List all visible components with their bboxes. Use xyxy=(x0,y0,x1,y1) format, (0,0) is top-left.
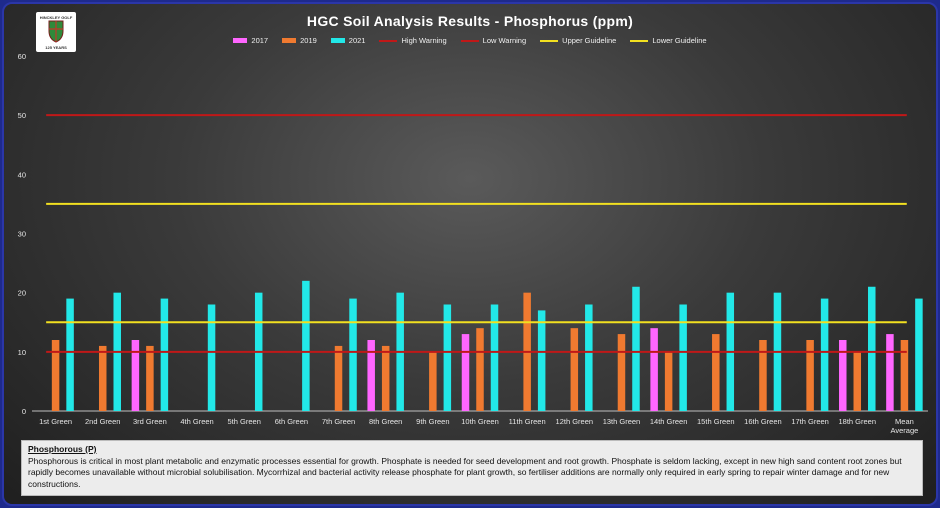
bar-chart: 0 10 20 30 40 50 60 1st Green 2nd Green 3rd Green… xyxy=(18,52,928,435)
bar-2021-0 xyxy=(66,298,74,411)
bar-2017-17 xyxy=(839,340,847,411)
legend-swatch-lower-guideline xyxy=(630,39,649,42)
club-logo: HINCKLEY GOLF CLUB 125 YEARS xyxy=(36,12,76,52)
bar-2021-17 xyxy=(868,286,876,411)
x-tick-label: 6th Green xyxy=(275,417,308,426)
chart-title: HGC Soil Analysis Results - Phosphorus (… xyxy=(306,13,634,29)
bar-2021-13 xyxy=(679,304,687,411)
legend-label-lower-guideline: Lower Guideline xyxy=(652,36,707,45)
y-tick-label: 60 xyxy=(18,52,26,61)
bar-2019-2 xyxy=(146,345,154,411)
legend-label-2019: 2019 xyxy=(300,36,317,45)
y-tick-label: 0 xyxy=(22,407,26,416)
x-tick-label: 3rd Green xyxy=(133,417,167,426)
legend-label-upper-guideline: Upper Guideline xyxy=(562,36,617,45)
bar-2019-18 xyxy=(900,340,909,411)
bar-2019-1 xyxy=(98,345,107,411)
y-tick-label: 30 xyxy=(18,230,26,239)
x-tick-label: 18th Green xyxy=(838,417,876,426)
x-tick-label: 12th Green xyxy=(556,417,594,426)
bar-2019-14 xyxy=(712,334,720,411)
legend-label-low-warning: Low Warning xyxy=(482,36,527,45)
bar-2021-3 xyxy=(207,304,216,411)
x-tick-label: 11th Green xyxy=(509,417,546,426)
legend-swatch-upper-guideline xyxy=(540,39,559,42)
x-tick-label: 5th Green xyxy=(228,417,261,426)
bar-2021-16 xyxy=(820,298,829,411)
x-tick-label: 1st Green xyxy=(39,417,72,426)
bar-2021-2 xyxy=(160,298,169,411)
legend-label-2021: 2021 xyxy=(348,36,366,45)
crest-icon xyxy=(48,20,64,43)
logo-bottom-text: 125 YEARS xyxy=(45,45,67,50)
bar-2019-12 xyxy=(617,334,626,411)
x-tick-label: Mean xyxy=(895,417,914,426)
x-tick-label: 8th Green xyxy=(369,417,402,426)
bar-2017-9 xyxy=(461,334,470,411)
x-tick-label: 13th Green xyxy=(603,417,641,426)
bar-2019-6 xyxy=(334,345,343,411)
legend-item-high-warning: High Warning xyxy=(379,36,447,45)
bar-2021-8 xyxy=(443,304,452,411)
x-tick-label: 4th Green xyxy=(180,417,213,426)
note-body: Phosphorous is critical in most plant me… xyxy=(28,455,902,489)
bar-2019-7 xyxy=(381,345,390,411)
legend-item-2017: 2017 xyxy=(233,36,268,45)
y-tick-label: 50 xyxy=(18,111,26,120)
bar-2021-10 xyxy=(537,310,546,411)
legend-item-2021: 2021 xyxy=(330,36,366,45)
bar-2017-7 xyxy=(367,340,375,411)
bar-2021-12 xyxy=(632,286,640,411)
legend-swatch-2019 xyxy=(282,38,297,43)
y-tick-label: 20 xyxy=(18,289,26,298)
legend-swatch-high-warning xyxy=(379,39,398,42)
bar-2017-2 xyxy=(131,340,140,411)
x-tick-label: 16th Green xyxy=(744,417,782,426)
x-tick-label: 17th Green xyxy=(791,417,829,426)
bar-2021-9 xyxy=(490,304,499,411)
bar-2019-9 xyxy=(476,328,484,411)
x-tick-label: 15th Green xyxy=(697,417,735,426)
y-tick-label: 10 xyxy=(18,348,26,357)
legend-label-2017: 2017 xyxy=(251,36,269,45)
info-note: Phosphorous (P) Phosphorous is critical … xyxy=(21,440,923,496)
bar-2019-17 xyxy=(853,351,862,411)
legend-label-high-warning: High Warning xyxy=(401,36,447,45)
x-tick-label: 2nd Green xyxy=(85,417,120,426)
bar-2021-6 xyxy=(349,298,357,411)
x-tick-label: 7th Green xyxy=(322,417,355,426)
legend-item-low-warning: Low Warning xyxy=(460,36,527,45)
legend-swatch-2021 xyxy=(330,38,345,43)
bar-2017-13 xyxy=(650,328,658,411)
legend-item-lower-guideline: Lower Guideline xyxy=(630,36,707,45)
bar-2019-8 xyxy=(429,351,437,411)
bar-2019-0 xyxy=(51,340,60,411)
bar-2017-18 xyxy=(886,334,894,411)
bar-2021-5 xyxy=(302,280,310,411)
x-tick-label: 14th Green xyxy=(650,417,688,426)
bar-2019-11 xyxy=(570,328,579,411)
bar-2019-16 xyxy=(806,340,814,411)
x-tick-label: 10th Green xyxy=(461,417,499,426)
legend-swatch-low-warning xyxy=(460,39,479,42)
note-title: Phosphorous (P) xyxy=(28,444,97,454)
x-tick-label: 9th Green xyxy=(416,417,449,426)
bar-2021-11 xyxy=(585,304,593,411)
bar-2019-15 xyxy=(759,340,767,411)
bar-2019-13 xyxy=(664,351,673,411)
chart-legend: 2017 2019 2021 High Warning Low Warning … xyxy=(4,36,936,45)
legend-item-upper-guideline: Upper Guideline xyxy=(540,36,616,45)
legend-item-2019: 2019 xyxy=(282,36,317,45)
legend-swatch-2017 xyxy=(233,38,248,43)
bar-2021-18 xyxy=(915,298,923,411)
x-tick-label: Average xyxy=(891,426,919,435)
y-tick-label: 40 xyxy=(18,170,26,179)
